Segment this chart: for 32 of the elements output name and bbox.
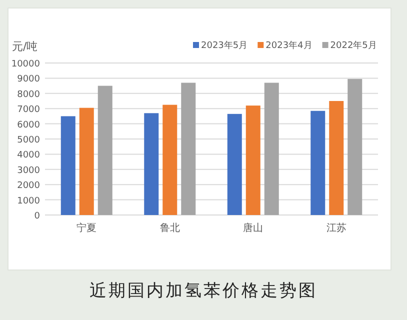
- bar: [246, 106, 260, 215]
- y-tick-label: 6000: [17, 120, 40, 130]
- legend-label: 2023年5月: [201, 40, 248, 51]
- bar: [144, 113, 159, 215]
- bar: [60, 116, 76, 215]
- y-tick-label: 3000: [17, 166, 40, 176]
- bar: [181, 82, 196, 215]
- bar: [264, 82, 279, 215]
- y-tick-label: 4000: [17, 150, 40, 161]
- y-tick-label: 1000: [17, 196, 40, 206]
- bar: [98, 86, 112, 215]
- y-tick-label: 0: [34, 212, 40, 222]
- x-tick-label: 唐山: [243, 222, 264, 234]
- bar: [79, 108, 94, 215]
- bar: [310, 110, 326, 215]
- y-tick-label: 9000: [17, 74, 40, 85]
- y-axis-title: 元/吨: [12, 40, 38, 53]
- x-tick-label: 鲁北: [160, 222, 180, 234]
- x-tick-label: 宁夏: [76, 222, 97, 234]
- legend-label: 2022年5月: [330, 40, 377, 51]
- text: 近期国内加氢苯价格走势图: [90, 281, 318, 301]
- bar: [162, 104, 178, 215]
- bar: [329, 101, 344, 215]
- bar: [348, 78, 362, 215]
- y-tick-label: 5000: [17, 136, 40, 146]
- legend-label: 2023年4月: [266, 40, 312, 51]
- y-tick-label: 10000: [11, 60, 40, 70]
- bar: [227, 114, 242, 215]
- y-tick-label: 7000: [17, 105, 40, 116]
- y-tick-label: 8000: [17, 90, 40, 100]
- x-tick-label: 江苏: [326, 222, 346, 234]
- y-tick-label: 2000: [17, 181, 40, 192]
